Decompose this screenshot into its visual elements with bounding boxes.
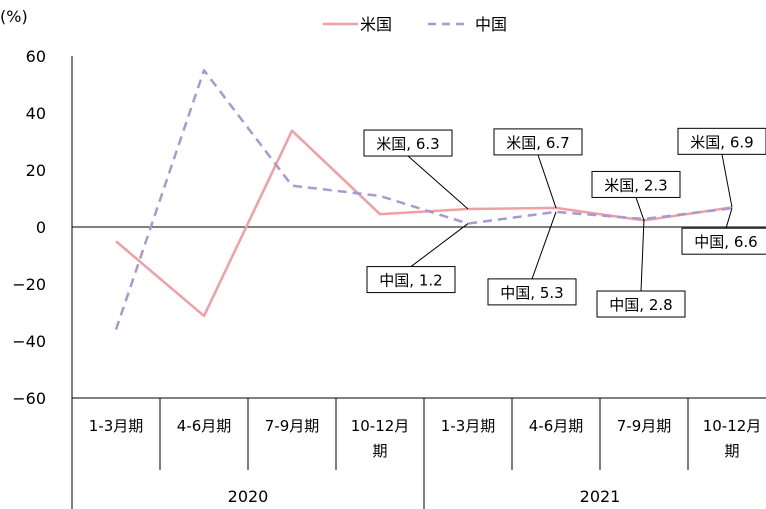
y-tick-label: −20 [12,275,46,294]
x-category-label: 7-9月期 [617,417,672,435]
y-tick-label: −60 [12,389,46,408]
x-category-label: 10-12月 [351,417,410,435]
annotation-layer: 米国, 6.3 米国, 6.7 米国, 2.3 米国, 6.9 中国, 1.2 中国, 5… [363,127,766,318]
data-callout: 中国, 2.8 [596,218,686,318]
callout-leader [531,211,557,280]
x-year-label: 2020 [228,487,269,506]
callout-label: 中国, 2.8 [609,296,672,314]
callout-leader [721,154,733,208]
callout-leader [407,155,469,210]
data-callout: 中国, 5.3 [487,211,577,306]
callout-label: 米国, 6.9 [690,133,753,151]
callout-leader [640,218,645,292]
data-callout: 米国, 2.3 [591,170,681,221]
y-axis-unit-label: (%) [0,7,28,26]
y-tick-label: 20 [26,161,46,180]
legend-label-cn: 中国 [475,15,507,34]
legend-label-us: 米国 [360,15,392,34]
callout-leader [410,223,469,267]
y-tick-label: 60 [26,47,46,66]
x-category-label: 4-6月期 [177,417,232,435]
callout-box [677,127,766,155]
callout-label: 中国, 6.6 [694,233,757,251]
data-callout: 中国, 6.6 [681,208,766,255]
x-category-label: 4-6月期 [529,417,584,435]
data-callout: 中国, 1.2 [366,223,469,294]
series-line-us [115,129,733,318]
data-callout: 米国, 6.7 [493,128,583,209]
series-layer [114,69,733,331]
callout-leader [635,197,645,221]
callout-label: 米国, 6.3 [376,135,439,153]
callout-box [487,278,577,306]
data-callout: 米国, 6.3 [363,129,469,210]
legend: 米国 中国 [323,15,507,34]
x-category-label: 期 [724,442,739,460]
y-axis-ticks: 60 40 20 0 −20 −40 −60 [12,47,46,408]
callout-box [591,170,681,198]
axes [71,56,766,509]
x-category-label: 1-3月期 [89,417,144,435]
y-tick-label: 40 [26,104,46,123]
callout-label: 米国, 2.3 [604,176,667,194]
callout-label: 中国, 1.2 [379,272,442,290]
callout-box [363,129,453,157]
callout-box [681,227,766,255]
x-category-label: 期 [372,442,387,460]
callout-box [366,266,456,294]
x-category-label: 7-9月期 [265,417,320,435]
y-tick-label: 0 [36,218,46,237]
y-tick-label: −40 [12,332,46,351]
callout-label: 米国, 6.7 [506,134,569,152]
x-category-label: 1-3月期 [441,417,496,435]
callout-box [493,128,583,156]
x-category-label: 10-12月 [703,417,762,435]
x-year-label: 2021 [580,487,621,506]
data-callout: 米国, 6.9 [677,127,766,208]
callout-leader [725,208,733,229]
callout-box [596,290,686,318]
callout-label: 中国, 5.3 [500,284,563,302]
callout-leader [537,154,557,209]
